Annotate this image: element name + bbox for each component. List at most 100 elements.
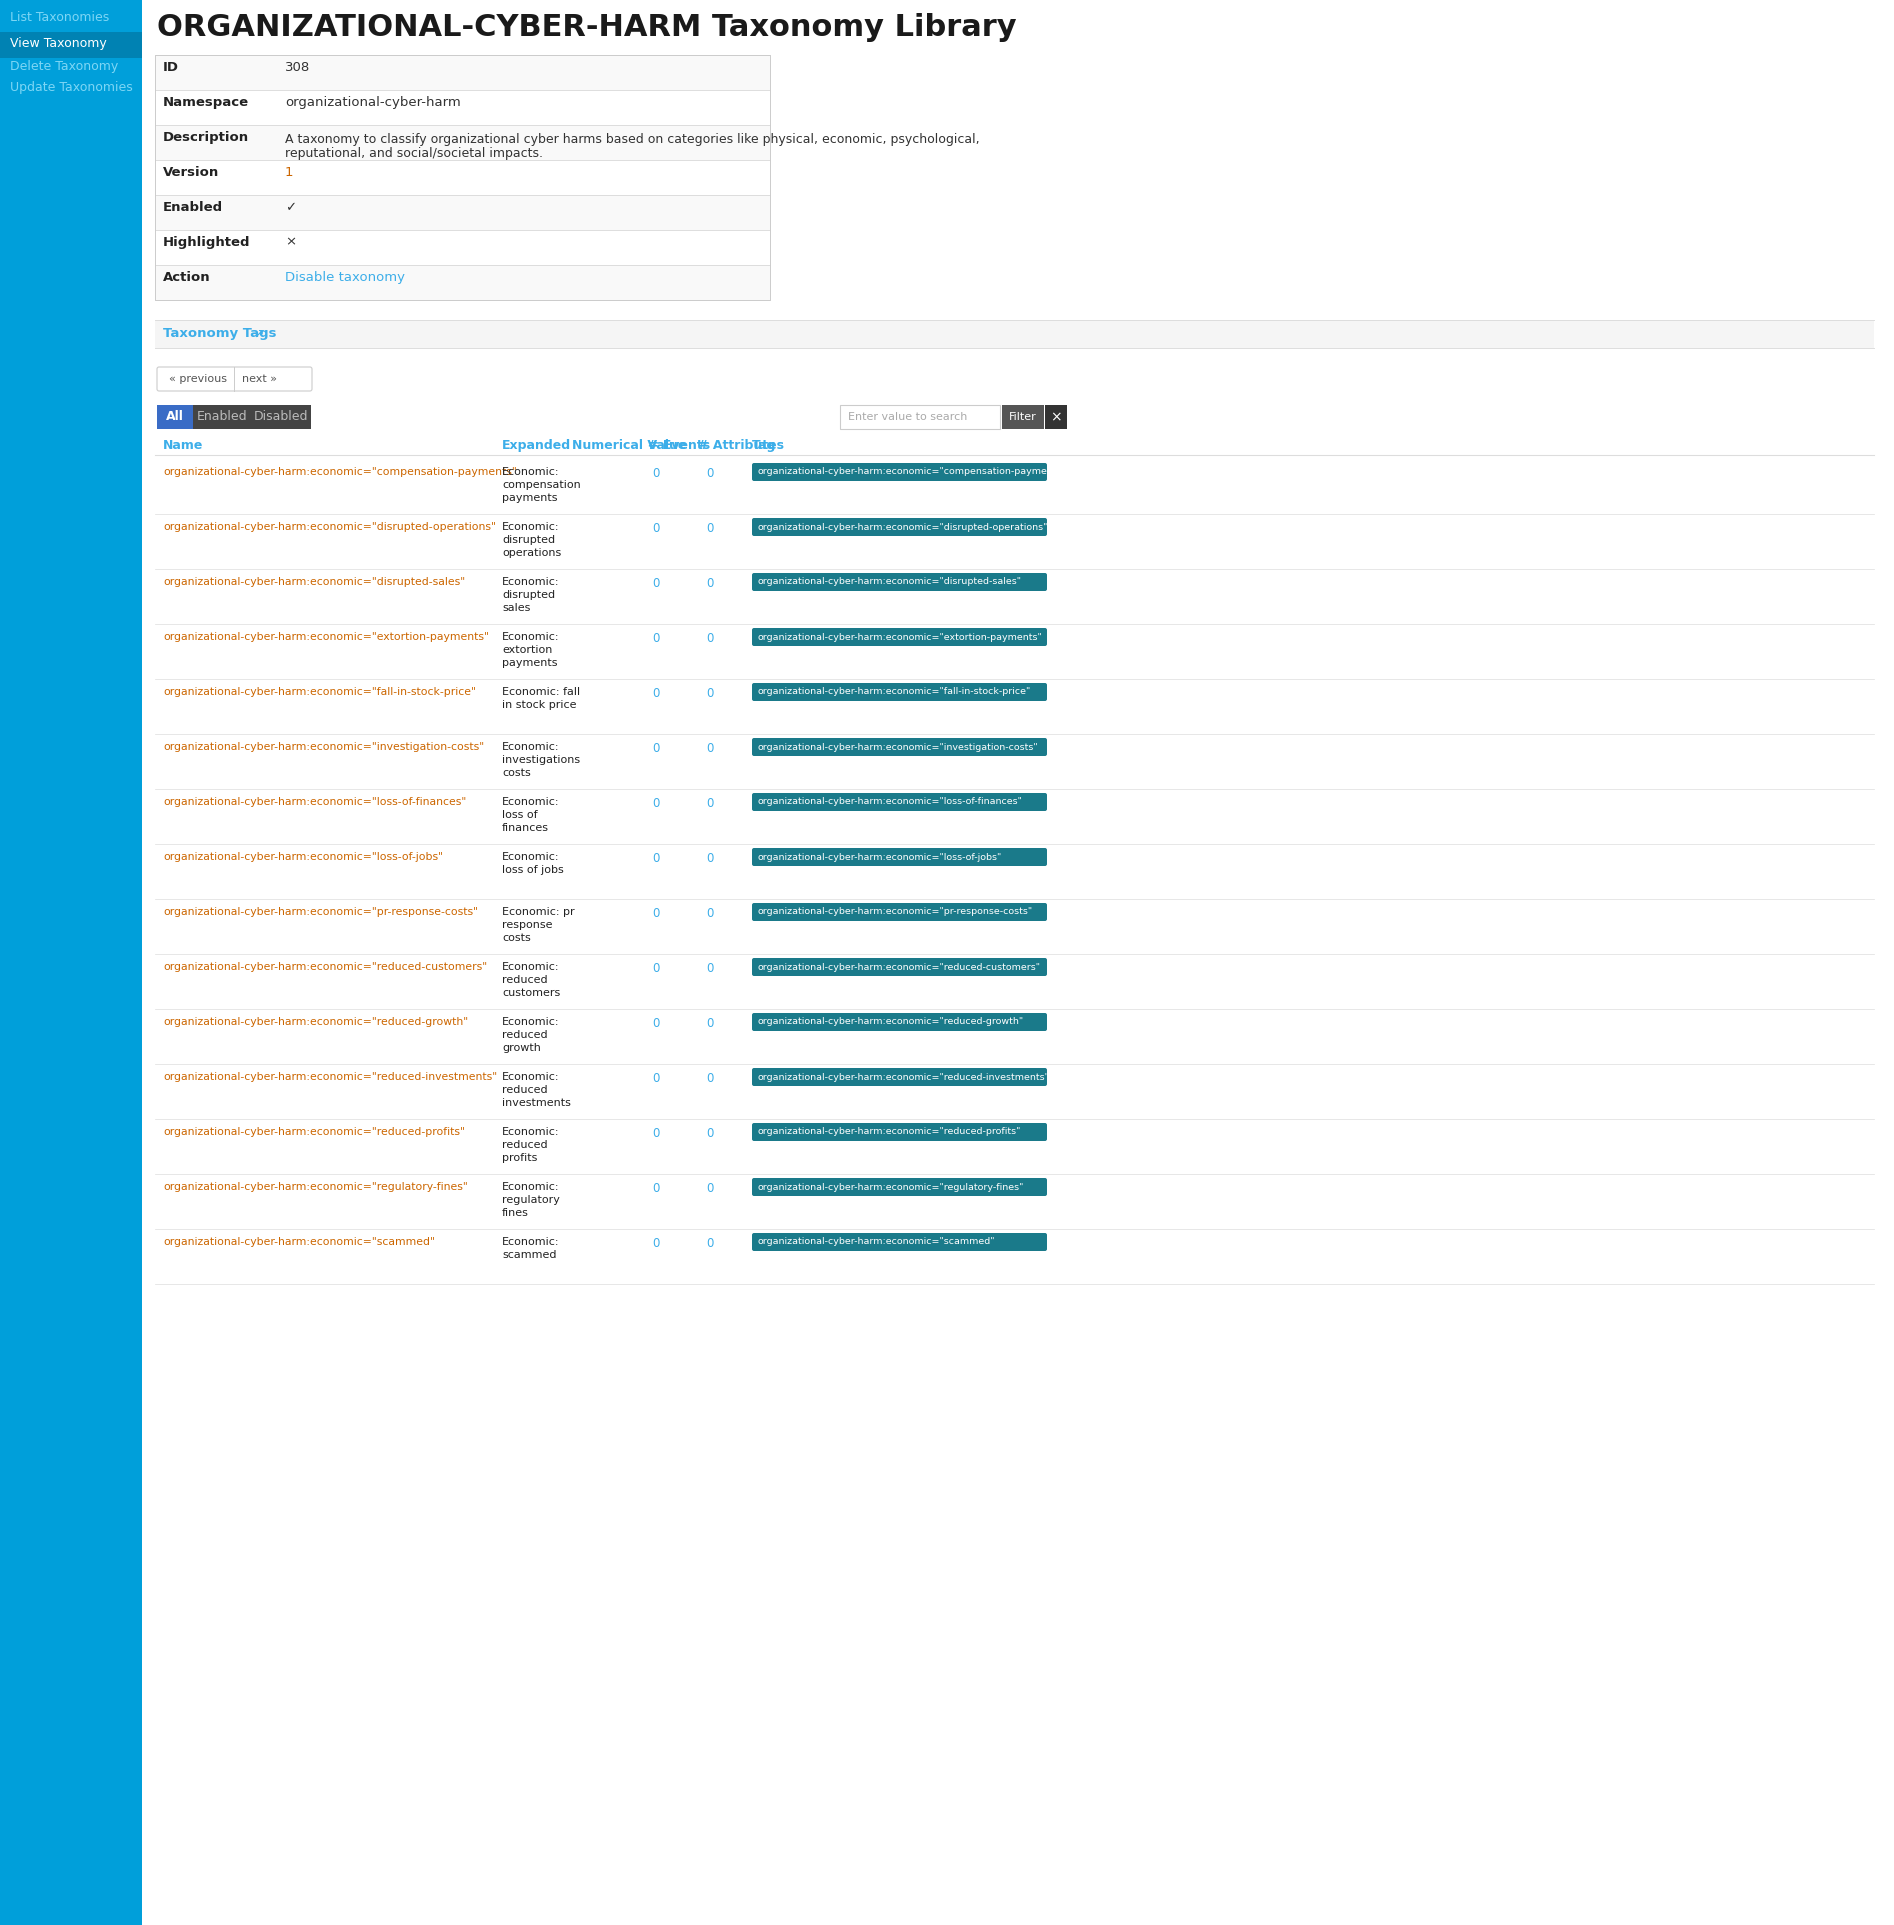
Text: 0: 0	[652, 1016, 659, 1030]
Text: 0: 0	[652, 468, 659, 479]
Text: organizational-cyber-harm:economic="reduced-customers": organizational-cyber-harm:economic="redu…	[163, 962, 487, 972]
FancyBboxPatch shape	[193, 404, 252, 429]
Text: Economic:: Economic:	[502, 797, 559, 807]
Text: Taxonomy Tags: Taxonomy Tags	[163, 327, 277, 341]
FancyBboxPatch shape	[752, 518, 1047, 535]
Text: Economic:: Economic:	[502, 962, 559, 972]
Text: disrupted: disrupted	[502, 589, 555, 601]
Text: 0: 0	[706, 797, 714, 810]
Text: ORGANIZATIONAL-CYBER-HARM Taxonomy Library: ORGANIZATIONAL-CYBER-HARM Taxonomy Libra…	[157, 13, 1017, 42]
Text: Economic:: Economic:	[502, 741, 559, 753]
Text: 0: 0	[706, 741, 714, 755]
Text: ×: ×	[284, 235, 295, 248]
Text: organizational-cyber-harm:economic="reduced-profits": organizational-cyber-harm:economic="redu…	[163, 1126, 464, 1138]
Text: 1: 1	[284, 166, 294, 179]
Text: 0: 0	[706, 1182, 714, 1195]
Text: 0: 0	[652, 631, 659, 645]
Text: organizational-cyber-harm:economic="regulatory-fines": organizational-cyber-harm:economic="regu…	[758, 1182, 1025, 1192]
FancyBboxPatch shape	[155, 320, 1873, 348]
FancyBboxPatch shape	[155, 56, 771, 90]
Text: organizational-cyber-harm:economic="reduced-growth": organizational-cyber-harm:economic="redu…	[758, 1018, 1025, 1026]
Text: # Events: # Events	[648, 439, 710, 452]
Text: reputational, and social/societal impacts.: reputational, and social/societal impact…	[284, 146, 544, 160]
Text: 0: 0	[652, 853, 659, 864]
Text: 308: 308	[284, 62, 311, 73]
Text: customers: customers	[502, 988, 561, 997]
Text: organizational-cyber-harm:economic="disrupted-sales": organizational-cyber-harm:economic="disr…	[758, 578, 1023, 587]
FancyBboxPatch shape	[752, 737, 1047, 757]
Text: Economic:: Economic:	[502, 631, 559, 643]
FancyBboxPatch shape	[155, 90, 771, 125]
Text: 0: 0	[652, 907, 659, 920]
Text: organizational-cyber-harm:economic="loss-of-finances": organizational-cyber-harm:economic="loss…	[758, 797, 1023, 807]
Text: Highlighted: Highlighted	[163, 235, 250, 248]
Text: organizational-cyber-harm:economic="pr-response-costs": organizational-cyber-harm:economic="pr-r…	[163, 907, 477, 916]
Text: Description: Description	[163, 131, 250, 144]
Text: Version: Version	[163, 166, 220, 179]
Text: organizational-cyber-harm:economic="investigation-costs": organizational-cyber-harm:economic="inve…	[758, 743, 1038, 751]
Text: A taxonomy to classify organizational cyber harms based on categories like physi: A taxonomy to classify organizational cy…	[284, 133, 979, 146]
FancyBboxPatch shape	[752, 1068, 1047, 1086]
Text: organizational-cyber-harm:economic="regulatory-fines": organizational-cyber-harm:economic="regu…	[163, 1182, 468, 1192]
Text: scammed: scammed	[502, 1249, 557, 1261]
FancyBboxPatch shape	[752, 574, 1047, 591]
Text: organizational-cyber-harm:economic="compensation-payments": organizational-cyber-harm:economic="comp…	[163, 468, 517, 477]
Text: 0: 0	[706, 1238, 714, 1249]
Text: reduced: reduced	[502, 1030, 547, 1040]
FancyBboxPatch shape	[1045, 404, 1066, 429]
Text: operations: operations	[502, 549, 561, 558]
Text: 0: 0	[652, 797, 659, 810]
Text: 0: 0	[652, 1238, 659, 1249]
Text: 0: 0	[706, 907, 714, 920]
FancyBboxPatch shape	[752, 464, 1047, 481]
Text: organizational-cyber-harm:economic="fall-in-stock-price": organizational-cyber-harm:economic="fall…	[758, 687, 1030, 697]
Text: reduced: reduced	[502, 1086, 547, 1095]
Text: All: All	[167, 410, 184, 424]
Text: ↗: ↗	[254, 327, 263, 341]
Text: organizational-cyber-harm:economic="reduced-customers": organizational-cyber-harm:economic="redu…	[758, 962, 1042, 972]
Text: Name: Name	[163, 439, 203, 452]
Text: next »: next »	[242, 373, 277, 383]
Text: organizational-cyber-harm:economic="compensation-payments": organizational-cyber-harm:economic="comp…	[758, 468, 1066, 477]
Text: organizational-cyber-harm:economic="scammed": organizational-cyber-harm:economic="scam…	[758, 1238, 996, 1247]
FancyBboxPatch shape	[841, 404, 1000, 429]
FancyBboxPatch shape	[155, 160, 771, 194]
Text: sales: sales	[502, 603, 530, 612]
Text: Disable taxonomy: Disable taxonomy	[284, 271, 405, 283]
FancyBboxPatch shape	[0, 0, 142, 1925]
Text: Expanded: Expanded	[502, 439, 572, 452]
Text: Economic:: Economic:	[502, 1126, 559, 1138]
Text: Disabled: Disabled	[254, 410, 309, 424]
Text: Economic:: Economic:	[502, 578, 559, 587]
Text: compensation: compensation	[502, 479, 581, 491]
Text: ✓: ✓	[284, 200, 295, 214]
FancyBboxPatch shape	[752, 1122, 1047, 1142]
FancyBboxPatch shape	[252, 404, 311, 429]
Text: costs: costs	[502, 934, 530, 943]
Text: Delete Taxonomy: Delete Taxonomy	[9, 60, 117, 73]
Text: Enabled: Enabled	[163, 200, 223, 214]
Text: 0: 0	[706, 1072, 714, 1086]
Text: organizational-cyber-harm:economic="pr-response-costs": organizational-cyber-harm:economic="pr-r…	[758, 907, 1032, 916]
Text: 0: 0	[652, 962, 659, 974]
Text: payments: payments	[502, 658, 557, 668]
FancyBboxPatch shape	[1002, 404, 1044, 429]
Text: Tag: Tag	[752, 439, 777, 452]
Text: # Attributes: # Attributes	[699, 439, 784, 452]
Text: organizational-cyber-harm:economic="disrupted-operations": organizational-cyber-harm:economic="disr…	[758, 522, 1049, 531]
Text: ×: ×	[1049, 410, 1063, 424]
Text: organizational-cyber-harm:economic="reduced-investments": organizational-cyber-harm:economic="redu…	[163, 1072, 496, 1082]
Text: loss of: loss of	[502, 810, 538, 820]
FancyBboxPatch shape	[752, 793, 1047, 810]
Text: View Taxonomy: View Taxonomy	[9, 37, 106, 50]
Text: Action: Action	[163, 271, 210, 283]
Text: payments: payments	[502, 493, 557, 502]
FancyBboxPatch shape	[752, 1178, 1047, 1195]
FancyBboxPatch shape	[155, 194, 771, 229]
Text: Enabled: Enabled	[197, 410, 248, 424]
FancyBboxPatch shape	[155, 266, 771, 300]
Text: costs: costs	[502, 768, 530, 778]
Text: 0: 0	[706, 853, 714, 864]
Text: reduced: reduced	[502, 1140, 547, 1149]
Text: organizational-cyber-harm:economic="reduced-growth": organizational-cyber-harm:economic="redu…	[163, 1016, 468, 1028]
